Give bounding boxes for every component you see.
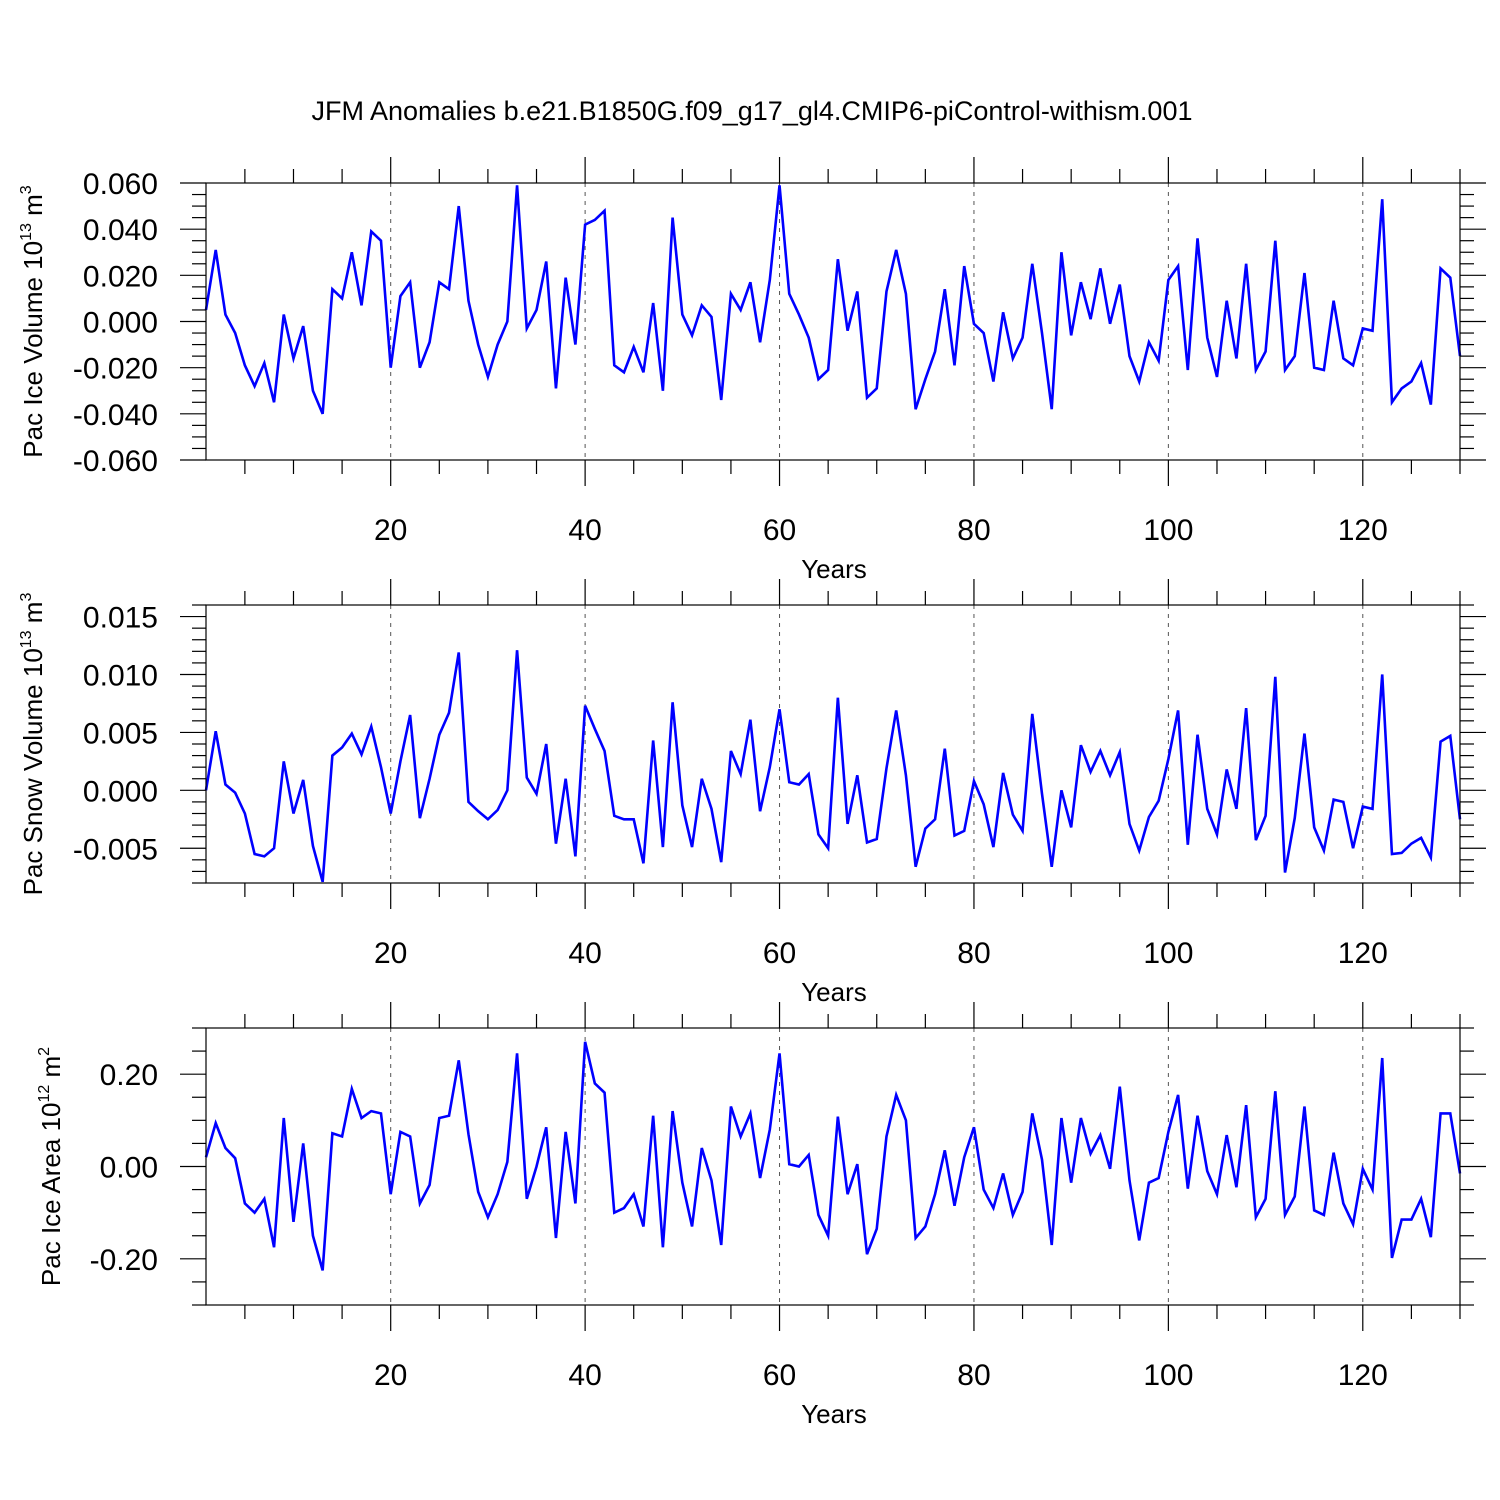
x-tick-label: 40	[568, 937, 601, 970]
x-tick-label: 40	[568, 514, 601, 547]
x-tick-label: 20	[374, 514, 407, 547]
chart-title: JFM Anomalies b.e21.B1850G.f09_g17_gl4.C…	[312, 96, 1193, 126]
panel-2: 20 40 60 80 100 120 -0.005 0.000 0.005 0.010 0.015…	[18, 579, 1486, 1007]
series-line	[204, 185, 1462, 415]
x-axis-label: Years	[801, 977, 867, 1007]
y-tick-label: 0.010	[83, 660, 158, 693]
x-tick-label: 20	[374, 937, 407, 970]
y-tick-label: 0.000	[83, 307, 158, 340]
y-tick-label: -0.040	[73, 399, 158, 432]
panels-container: 20 40 60 80 100 120 -0.060 -0.040 -0.020 0.000 0.0…	[18, 157, 1486, 1429]
x-tick-label: 60	[763, 514, 796, 547]
x-tick-label: 120	[1338, 1359, 1388, 1392]
x-tick-label: 60	[763, 1359, 796, 1392]
x-tick-label: 20	[374, 1359, 407, 1392]
y-tick-label: 0.060	[83, 168, 158, 201]
x-tick-label: 120	[1338, 514, 1388, 547]
y-axis-label: Pac Ice Volume 1013 m3	[18, 185, 48, 458]
x-tick-label: 100	[1143, 1359, 1193, 1392]
panel-3: 20 40 60 80 100 120 -0.20 0.00 0.20 Years Pac Ice …	[36, 1002, 1486, 1429]
x-tick-label: 100	[1143, 937, 1193, 970]
y-axis-label: Pac Snow Volume 1013 m3	[18, 593, 48, 896]
y-tick-label: 0.020	[83, 260, 158, 293]
y-tick-label: 0.00	[100, 1152, 158, 1185]
y-tick-label: 0.000	[83, 775, 158, 808]
series-line	[204, 1041, 1462, 1271]
x-tick-label: 40	[568, 1359, 601, 1392]
x-tick-label: 80	[957, 937, 990, 970]
x-axis-label: Years	[801, 554, 867, 584]
y-tick-label: 0.005	[83, 717, 158, 750]
y-axis-label: Pac Ice Area 1012 m2	[36, 1047, 66, 1286]
y-tick-label: 0.20	[100, 1059, 158, 1092]
y-tick-label: -0.020	[73, 353, 158, 386]
series-line	[204, 650, 1462, 883]
x-tick-label: 100	[1143, 514, 1193, 547]
y-tick-label: -0.005	[73, 833, 158, 866]
panel-1: 20 40 60 80 100 120 -0.060 -0.040 -0.020 0.000 0.0…	[18, 157, 1486, 584]
x-tick-label: 80	[957, 514, 990, 547]
y-tick-label: -0.060	[73, 445, 158, 478]
y-tick-label: -0.20	[90, 1244, 158, 1277]
y-tick-label: 0.015	[83, 602, 158, 635]
y-tick-label: 0.040	[83, 214, 158, 247]
x-tick-label: 60	[763, 937, 796, 970]
x-axis-label: Years	[801, 1399, 867, 1429]
x-tick-label: 80	[957, 1359, 990, 1392]
x-tick-label: 120	[1338, 937, 1388, 970]
